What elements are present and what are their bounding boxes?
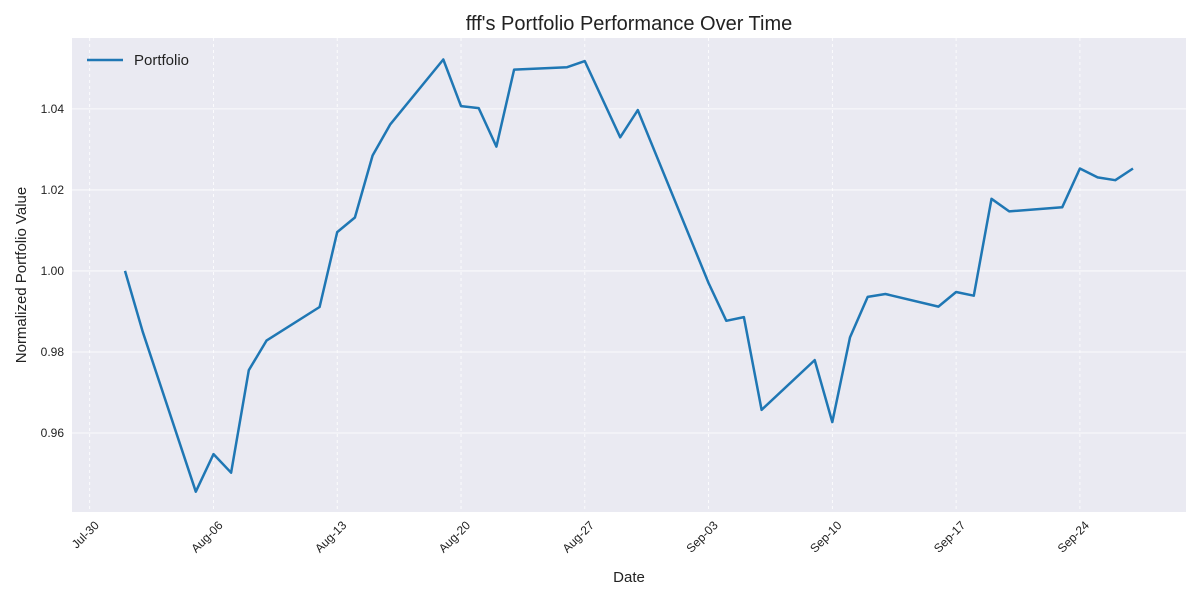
x-axis: Jul-30 Aug-06 Aug-13 Aug-20 Aug-27 Sep-03 Sep-… — [69, 518, 1092, 555]
y-axis-label: Normalized Portfolio Value — [13, 187, 30, 363]
chart-title: fff's Portfolio Performance Over Time — [466, 13, 793, 35]
y-tick-label: 1.00 — [41, 264, 65, 278]
legend: Portfolio — [87, 52, 189, 69]
x-tick-label: Aug-27 — [560, 518, 597, 555]
x-tick-label: Sep-17 — [931, 518, 968, 555]
series-line-portfolio — [123, 58, 1134, 493]
x-tick-label: Sep-03 — [683, 518, 720, 555]
x-tick-label: Sep-24 — [1055, 518, 1092, 555]
y-tick-label: 0.96 — [41, 426, 65, 440]
x-axis-label: Date — [613, 569, 645, 586]
x-tick-label: Jul-30 — [69, 518, 102, 551]
legend-label-portfolio: Portfolio — [134, 52, 189, 69]
y-tick-label: 1.04 — [41, 102, 65, 116]
grid — [72, 38, 1186, 512]
x-tick-label: Sep-10 — [807, 518, 844, 555]
y-tick-label: 0.98 — [41, 345, 65, 359]
series-layer — [123, 58, 1134, 493]
x-tick-label: Aug-06 — [188, 518, 225, 555]
y-tick-label: 1.02 — [41, 183, 65, 197]
x-tick-label: Aug-20 — [436, 518, 473, 555]
y-axis: 0.96 0.98 1.00 1.02 1.04 — [41, 102, 65, 440]
x-tick-label: Aug-13 — [312, 518, 349, 555]
